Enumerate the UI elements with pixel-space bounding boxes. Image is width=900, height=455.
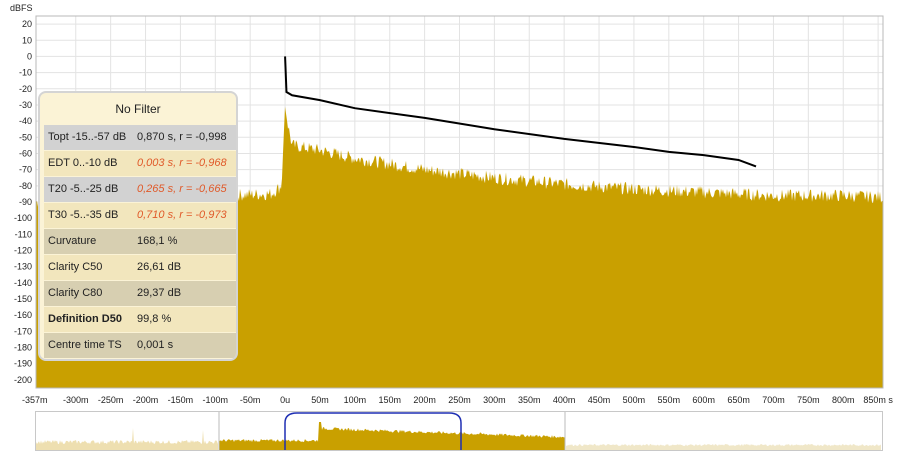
- x-tick-label: 200m: [413, 395, 436, 405]
- metric-row: Clarity C80 29,37 dB: [44, 281, 236, 306]
- x-tick-label: -300m: [63, 395, 89, 405]
- metric-label: EDT 0..-10 dB: [48, 157, 118, 169]
- y-tick-label: -180: [14, 343, 32, 353]
- y-tick-label: -80: [19, 181, 32, 191]
- plot-frame: [35, 15, 884, 389]
- x-tick-label: 800m: [832, 395, 855, 405]
- schroeder-decay-line: [284, 56, 757, 168]
- metric-row: Curvature 168,1 %: [44, 229, 236, 254]
- metric-row: Clarity C50 26,61 dB: [44, 255, 236, 280]
- metric-row: Topt -15..-57 dB 0,870 s, r = -0,998: [44, 125, 236, 150]
- x-tick-label: 650m: [727, 395, 750, 405]
- x-tick-label: 250m: [448, 395, 471, 405]
- x-tick-label: 450m: [588, 395, 611, 405]
- x-tick-label: -150m: [168, 395, 194, 405]
- y-tick-label: -30: [19, 100, 32, 110]
- metric-value: 99,8 %: [137, 313, 172, 325]
- x-tick-label: -50m: [240, 395, 261, 405]
- y-tick-label: -90: [19, 197, 32, 207]
- x-tick-label: 150m: [378, 395, 401, 405]
- y-tick-label: -130: [14, 262, 32, 272]
- metric-value: 168,1 %: [137, 235, 178, 247]
- y-tick-label: -40: [19, 116, 32, 126]
- impulse-response-area: [36, 106, 883, 388]
- y-tick-label: -150: [14, 294, 32, 304]
- x-tick-label: 600m: [692, 395, 715, 405]
- y-axis-unit-label: dBFS: [10, 3, 33, 13]
- metric-row: T20 -5..-25 dB 0,265 s, r = -0,665: [44, 177, 236, 202]
- metric-row: Definition D50 99,8 %: [44, 307, 236, 332]
- y-tick-label: 0: [27, 51, 32, 61]
- x-tick-label: -100m: [203, 395, 229, 405]
- y-tick-label: 10: [22, 35, 32, 45]
- y-tick-label: -190: [14, 359, 32, 369]
- x-tick-label: 100m: [344, 395, 367, 405]
- metric-row: Centre time TS 0,001 s: [44, 333, 236, 358]
- x-tick-label: 700m: [762, 395, 785, 405]
- panel-title: No Filter: [115, 102, 161, 116]
- metric-label: Definition D50: [48, 313, 122, 325]
- y-tick-label: -140: [14, 278, 32, 288]
- metric-value: 0,003 s, r = -0,968: [137, 157, 227, 169]
- overview-left-waveform: [36, 428, 218, 450]
- x-tick-label: 500m: [623, 395, 646, 405]
- x-tick-label: 50m: [311, 395, 329, 405]
- metric-label: Centre time TS: [48, 339, 122, 351]
- metric-value: 29,37 dB: [137, 287, 182, 299]
- y-tick-label: -170: [14, 326, 32, 336]
- metric-label: Clarity C80: [48, 287, 103, 299]
- metric-label: T20 -5..-25 dB: [48, 183, 119, 195]
- x-axis-ticks: -357m -300m -250m -200m -150m -100m -50m 0u 50m 1…: [22, 395, 893, 405]
- metric-label: Curvature: [48, 235, 97, 247]
- x-tick-label: 400m: [553, 395, 576, 405]
- y-tick-label: -110: [15, 229, 32, 239]
- y-tick-label: -120: [14, 246, 32, 256]
- metric-value: 0,710 s, r = -0,973: [137, 209, 227, 221]
- x-tick-label: -200m: [133, 395, 159, 405]
- y-tick-label: -10: [19, 68, 32, 78]
- y-axis-ticks: 20 10 0 -10 -20 -30 -40 -50 -60 -70 -80 -90 -100 -110…: [14, 19, 32, 385]
- x-tick-label: 350m: [518, 395, 541, 405]
- decay-metrics-panel[interactable]: No Filter Topt -15..-57 dB 0,870 s, r = -…: [38, 91, 238, 361]
- y-tick-label: -100: [14, 213, 32, 223]
- metric-value: 26,61 dB: [137, 261, 182, 273]
- overview-selection-window[interactable]: [284, 412, 462, 450]
- overview-navigator[interactable]: [35, 411, 883, 451]
- metric-label: Clarity C50: [48, 261, 103, 273]
- y-tick-label: -70: [19, 165, 32, 175]
- y-tick-label: -160: [14, 310, 32, 320]
- overview-right-waveform: [566, 444, 881, 450]
- x-tick-label: -250m: [98, 395, 124, 405]
- metric-label: T30 -5..-35 dB: [48, 209, 119, 221]
- y-tick-label: -200: [14, 375, 32, 385]
- x-tick-label: -357m: [22, 395, 48, 405]
- x-tick-label: 300m: [483, 395, 506, 405]
- y-tick-label: 20: [22, 19, 32, 29]
- overview-visible-waveform: [219, 422, 565, 450]
- metric-row: EDT 0..-10 dB 0,003 s, r = -0,968: [44, 151, 236, 176]
- x-tick-label: 0u: [280, 395, 290, 405]
- y-tick-label: -20: [19, 84, 32, 94]
- x-tick-label: 550m: [658, 395, 681, 405]
- metric-value: 0,265 s, r = -0,665: [137, 183, 227, 195]
- x-tick-label: 750m: [797, 395, 820, 405]
- y-tick-label: -60: [19, 148, 32, 158]
- metric-row: T30 -5..-35 dB 0,710 s, r = -0,973: [44, 203, 236, 228]
- metric-value: 0,001 s: [137, 339, 174, 351]
- y-tick-label: -50: [19, 132, 32, 142]
- metric-value: 0,870 s, r = -0,998: [137, 131, 227, 143]
- metric-label: Topt -15..-57 dB: [48, 131, 127, 143]
- x-tick-label: 850m s: [863, 395, 893, 405]
